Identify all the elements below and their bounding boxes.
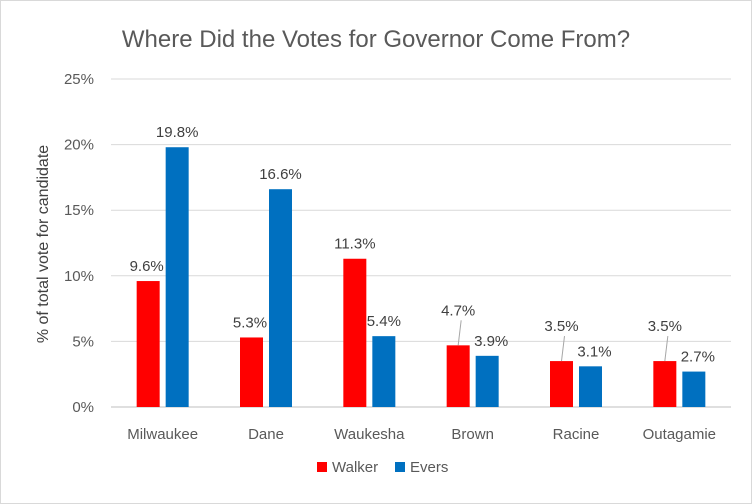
leader-line bbox=[457, 320, 462, 346]
x-tick-labels: Milwaukee Dane Waukesha Brown Racine Outagami… bbox=[127, 426, 716, 443]
bar-walker bbox=[240, 337, 263, 407]
leader-line bbox=[561, 336, 565, 362]
bars bbox=[136, 147, 706, 407]
legend-label-walker: Walker bbox=[332, 459, 378, 476]
y-tick-label: 25% bbox=[64, 71, 94, 88]
data-label-walker: 5.3% bbox=[233, 314, 267, 331]
data-label-evers: 16.6% bbox=[259, 166, 302, 183]
data-label-evers: 3.1% bbox=[577, 343, 611, 360]
bar-evers bbox=[269, 189, 292, 407]
data-label-walker: 3.5% bbox=[544, 318, 578, 335]
bar-walker bbox=[446, 345, 470, 407]
x-tick-label: Milwaukee bbox=[127, 426, 198, 443]
y-tick-label: 20% bbox=[64, 137, 94, 154]
x-tick-label: Outagamie bbox=[643, 426, 716, 443]
data-label-walker: 3.5% bbox=[648, 318, 682, 335]
x-tick-label: Dane bbox=[248, 426, 284, 443]
data-label-evers: 19.8% bbox=[156, 124, 199, 141]
x-tick-label: Racine bbox=[553, 426, 600, 443]
bar-walker bbox=[343, 258, 367, 407]
data-label-walker: 4.7% bbox=[441, 302, 475, 319]
data-label-walker: 9.6% bbox=[130, 258, 164, 275]
bar-evers bbox=[475, 355, 499, 407]
legend: Walker Evers bbox=[317, 459, 448, 476]
bar-walker bbox=[136, 281, 160, 407]
bar-evers bbox=[165, 147, 189, 407]
x-tick-label: Brown bbox=[451, 426, 494, 443]
leader-lines bbox=[457, 320, 669, 362]
gridlines bbox=[111, 78, 731, 408]
y-axis-label: % of total vote for candidate bbox=[35, 145, 52, 343]
bar-evers bbox=[579, 366, 602, 407]
data-label-evers: 2.7% bbox=[681, 349, 715, 366]
chart-title: Where Did the Votes for Governor Come Fr… bbox=[122, 26, 630, 53]
legend-label-evers: Evers bbox=[410, 459, 448, 476]
bar-walker bbox=[550, 361, 573, 407]
bar-evers bbox=[682, 371, 706, 407]
y-tick-label: 5% bbox=[72, 333, 94, 350]
leader-line bbox=[664, 336, 669, 362]
y-tick-label: 10% bbox=[64, 268, 94, 285]
data-labels: 9.6% 19.8% 5.3% 16.6% 11.3% 5.4% 4.7% 3.9% 3.5% 3… bbox=[130, 124, 715, 365]
y-tick-label: 0% bbox=[72, 399, 94, 416]
bar-evers bbox=[372, 336, 396, 407]
legend-swatch-evers bbox=[395, 462, 405, 472]
data-label-walker: 11.3% bbox=[334, 236, 375, 253]
bar-walker bbox=[653, 361, 677, 407]
data-label-evers: 5.4% bbox=[367, 313, 401, 330]
y-tick-labels: 0% 5% 10% 15% 20% 25% bbox=[64, 71, 94, 416]
legend-swatch-walker bbox=[317, 462, 327, 472]
y-tick-label: 15% bbox=[64, 202, 94, 219]
x-tick-label: Waukesha bbox=[334, 426, 405, 443]
data-label-evers: 3.9% bbox=[474, 333, 508, 350]
